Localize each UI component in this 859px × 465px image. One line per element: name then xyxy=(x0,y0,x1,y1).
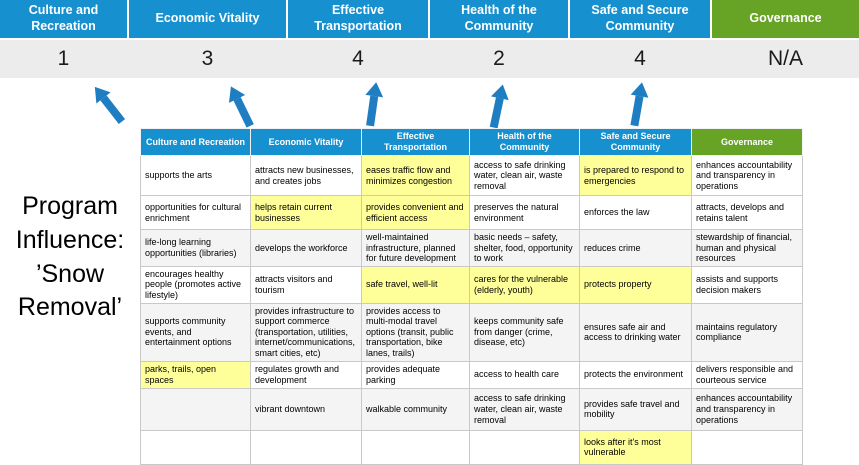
matrix-cell: protects the environment xyxy=(579,360,692,389)
matrix-cell: vibrant downtown xyxy=(250,387,362,431)
matrix-cell: protects property xyxy=(579,265,692,304)
matrix-cell: delivers responsible and courteous servi… xyxy=(691,360,803,389)
matrix-cell: provides infrastructure to support comme… xyxy=(250,302,362,362)
matrix-cell: access to health care xyxy=(469,360,580,389)
matrix-cell: maintains regulatory compliance xyxy=(691,302,803,362)
arrow-shaft xyxy=(233,97,254,128)
column-header: Safe and Secure Community xyxy=(579,128,692,156)
column-header: Effective Transportation xyxy=(361,128,470,156)
arrow-head xyxy=(365,80,386,98)
matrix-cell: enforces the law xyxy=(579,195,692,230)
program-matrix-table: Culture and Recreation Economic Vitality… xyxy=(140,128,803,465)
matrix-cell xyxy=(140,429,251,465)
page-title: Program Influence: ’Snow Removal’ xyxy=(0,190,140,325)
table-row: life-long learning opportunities (librar… xyxy=(140,229,803,267)
column-header: Culture and Recreation xyxy=(140,128,251,156)
table-row: parks, trails, open spaces regulates gro… xyxy=(140,360,803,389)
matrix-cell: encourages healthy people (promotes acti… xyxy=(140,265,251,304)
matrix-cell xyxy=(691,429,803,465)
matrix-cell: provides convenient and efficient access xyxy=(361,195,470,230)
matrix-cell: eases traffic flow and minimizes congest… xyxy=(361,155,470,196)
matrix-cell: supports the arts xyxy=(140,155,251,196)
matrix-cell xyxy=(361,429,470,465)
arrow-head xyxy=(630,80,651,98)
table-row: supports the arts attracts new businesse… xyxy=(140,155,803,196)
up-arrow-icon xyxy=(222,82,259,131)
score-governance: N/A xyxy=(767,47,803,70)
matrix-cell: cares for the vulnerable (elderly, youth… xyxy=(469,265,580,304)
matrix-cell: looks after it's most vulnerable xyxy=(579,429,692,465)
matrix-cell: enhances accountability and transparency… xyxy=(691,387,803,431)
matrix-cell: is prepared to respond to emergencies xyxy=(579,155,692,196)
matrix-cell: provides access to multi-modal travel op… xyxy=(361,302,470,362)
matrix-cell: attracts, develops and retains talent xyxy=(691,195,803,230)
matrix-cell: stewardship of financial, human and phys… xyxy=(691,229,803,267)
title-line: Program xyxy=(22,192,118,220)
matrix-cell: keeps community safe from danger (crime,… xyxy=(469,302,580,362)
arrow-shaft xyxy=(100,95,126,125)
title-line: Removal’ xyxy=(17,293,123,322)
title-line: Influence: xyxy=(15,225,125,254)
matrix-cell: supports community events, and entertain… xyxy=(140,302,251,362)
matrix-cell: basic needs – safety, shelter, food, opp… xyxy=(469,229,580,267)
score-health-community: 2 xyxy=(493,47,505,70)
category-banner: Culture and Recreation Economic Vitality… xyxy=(0,0,859,38)
table-row: vibrant downtown walkable community acce… xyxy=(140,387,803,431)
matrix-cell: assists and supports decision makers xyxy=(691,265,803,304)
score-economic-vitality: 3 xyxy=(201,47,214,70)
table-row: opportunities for cultural enrichment he… xyxy=(140,195,803,230)
matrix-cell: provides safe travel and mobility xyxy=(579,387,692,431)
up-arrow-icon xyxy=(87,81,131,128)
matrix-cell: opportunities for cultural enrichment xyxy=(140,195,251,230)
matrix-cell: access to safe drinking water, clean air… xyxy=(469,387,580,431)
table-row: looks after it's most vulnerable xyxy=(140,429,803,465)
arrow-head xyxy=(491,82,512,101)
score-effective-transportation: 4 xyxy=(352,47,364,70)
matrix-cell: attracts new businesses, and creates job… xyxy=(250,155,362,196)
banner-item-effective-transportation: Effective Transportation xyxy=(288,0,428,38)
matrix-cell xyxy=(469,429,580,465)
banner-item-safe-secure-community: Safe and Secure Community xyxy=(570,0,710,38)
matrix-cell: walkable community xyxy=(361,387,470,431)
matrix-cell: life-long learning opportunities (librar… xyxy=(140,229,251,267)
matrix-cell xyxy=(250,429,362,465)
matrix-cell: develops the workforce xyxy=(250,229,362,267)
score-safe-secure-community: 4 xyxy=(634,47,646,70)
matrix-cell: access to safe drinking water, clean air… xyxy=(469,155,580,196)
arrow-shaft xyxy=(489,97,504,129)
matrix-cell: ensures safe air and access to drinking … xyxy=(579,302,692,362)
table-row: encourages healthy people (promotes acti… xyxy=(140,265,803,304)
matrix-cell: regulates growth and development xyxy=(250,360,362,389)
banner-item-culture-recreation: Culture and Recreation xyxy=(0,0,127,38)
arrow-shaft xyxy=(366,95,379,127)
up-arrow-icon xyxy=(361,80,386,129)
up-arrow-icon xyxy=(484,82,512,132)
score-strip: 1 3 4 2 4 N/A xyxy=(0,40,859,78)
banner-item-health-community: Health of the Community xyxy=(430,0,568,38)
matrix-cell: reduces crime xyxy=(579,229,692,267)
matrix-cell: enhances accountability and transparency… xyxy=(691,155,803,196)
matrix-cell: attracts visitors and tourism xyxy=(250,265,362,304)
up-arrow-icon xyxy=(625,80,651,129)
banner-item-economic-vitality: Economic Vitality xyxy=(129,0,286,38)
score-culture-recreation: 1 xyxy=(57,47,70,70)
matrix-cell: preserves the natural environment xyxy=(469,195,580,230)
title-line: ’Snow xyxy=(35,259,105,288)
column-header: Economic Vitality xyxy=(250,128,362,156)
column-header: Governance xyxy=(691,128,803,156)
matrix-cell: parks, trails, open spaces xyxy=(140,360,251,389)
arrow-shaft xyxy=(630,95,644,127)
banner-item-governance: Governance xyxy=(712,0,859,38)
column-header: Health of the Community xyxy=(469,128,580,156)
table-header-row: Culture and Recreation Economic Vitality… xyxy=(140,128,803,156)
matrix-cell xyxy=(140,387,251,431)
table-row: supports community events, and entertain… xyxy=(140,302,803,362)
matrix-cell: provides adequate parking xyxy=(361,360,470,389)
matrix-cell: well-maintained infrastructure, planned … xyxy=(361,229,470,267)
matrix-cell: safe travel, well-lit xyxy=(361,265,470,304)
matrix-cell: helps retain current businesses xyxy=(250,195,362,230)
